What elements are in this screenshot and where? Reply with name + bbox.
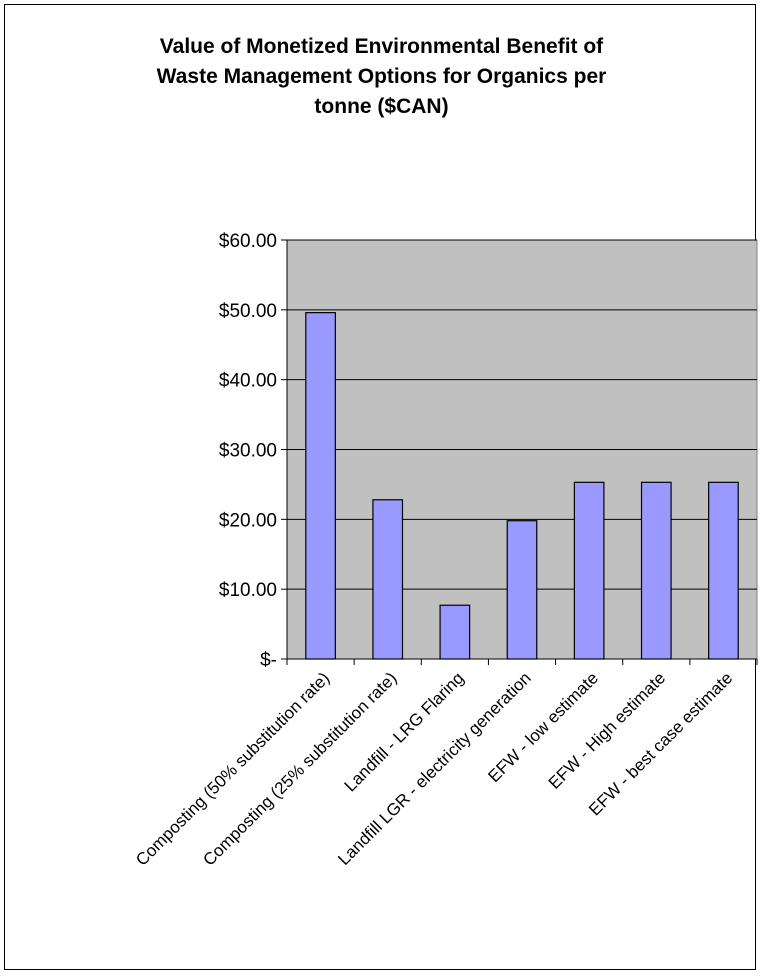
y-tick-label: $60.00	[219, 231, 277, 252]
x-category-label: EFW - best case estimate	[585, 668, 736, 819]
bar	[439, 604, 471, 660]
x-category-label: EFW - High estimate	[545, 668, 669, 792]
bar	[640, 481, 672, 660]
bar	[708, 481, 739, 660]
bar	[305, 312, 336, 660]
chart-title: Value of Monetized Environmental Benefit…	[0, 32, 763, 122]
chart-title-line-3: tonne ($CAN)	[314, 95, 449, 118]
chart-title-line-1: Value of Monetized Environmental Benefit…	[159, 35, 604, 58]
y-tick-label: $40.00	[219, 371, 277, 392]
x-category-label: EFW - low estimate	[484, 668, 602, 786]
y-tick-label: $10.00	[219, 580, 277, 601]
bar	[372, 499, 404, 660]
x-category-label: Landfill - LRG Flaring	[341, 668, 468, 795]
y-tick-label: $30.00	[219, 441, 277, 462]
bar	[506, 520, 538, 660]
y-tick-label: $50.00	[219, 301, 277, 322]
y-tick-label: $20.00	[219, 510, 277, 531]
chart-title-line-2: Waste Management Options for Organics pe…	[156, 65, 607, 88]
bar	[573, 481, 605, 660]
y-tick-label: $-	[260, 650, 277, 671]
